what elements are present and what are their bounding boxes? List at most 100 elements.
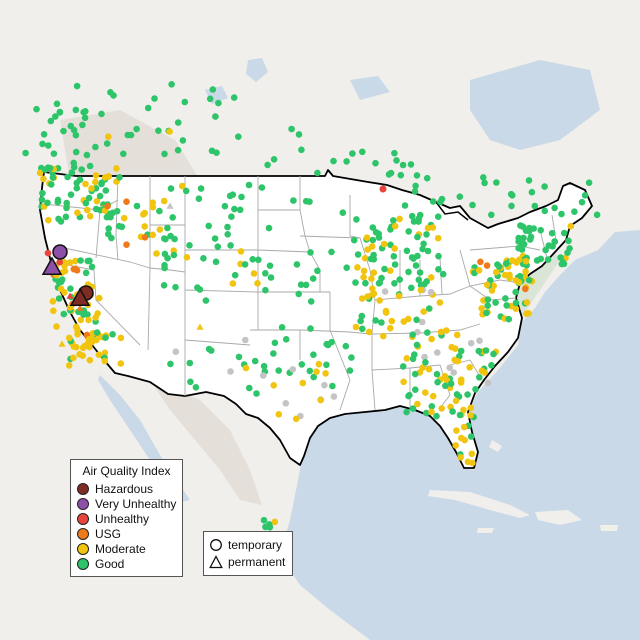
monitor-marker bbox=[528, 188, 536, 196]
monitor-marker bbox=[238, 193, 245, 201]
monitor-marker bbox=[98, 110, 105, 118]
monitor-marker bbox=[73, 184, 81, 192]
monitor-marker bbox=[399, 363, 407, 370]
monitor-marker bbox=[488, 362, 495, 369]
monitor-marker bbox=[224, 231, 231, 238]
monitor-marker bbox=[453, 331, 461, 339]
monitor-marker bbox=[57, 218, 65, 225]
monitor-marker bbox=[288, 125, 295, 133]
monitor-marker bbox=[160, 197, 168, 205]
monitor-marker bbox=[469, 459, 476, 467]
monitor-marker bbox=[141, 223, 148, 230]
monitor-marker bbox=[328, 248, 335, 256]
monitor-marker bbox=[399, 161, 407, 169]
monitor-marker bbox=[419, 245, 426, 253]
monitor-marker bbox=[420, 240, 427, 248]
monitor-marker bbox=[353, 216, 360, 223]
monitor-marker bbox=[370, 269, 378, 277]
monitor-marker bbox=[149, 231, 157, 239]
monitor-marker bbox=[102, 187, 110, 194]
monitor-marker bbox=[512, 305, 520, 313]
monitor-marker bbox=[164, 254, 171, 262]
monitor-marker bbox=[227, 242, 234, 249]
permanent-monitor-marker bbox=[166, 202, 174, 209]
monitor-marker bbox=[482, 347, 490, 354]
monitor-marker bbox=[155, 127, 162, 134]
monitor-marker bbox=[435, 252, 442, 260]
monitor-marker bbox=[375, 280, 383, 287]
monitor-marker bbox=[302, 281, 310, 289]
monitor-marker bbox=[438, 405, 446, 412]
monitor-marker bbox=[123, 241, 130, 248]
monitor-marker bbox=[364, 293, 371, 300]
monitor-marker bbox=[523, 310, 530, 318]
monitor-marker bbox=[85, 194, 93, 202]
monitor-marker bbox=[460, 406, 467, 414]
monitor-marker bbox=[262, 270, 269, 277]
monitor-marker bbox=[393, 157, 400, 164]
monitor-marker bbox=[196, 286, 204, 293]
monitor-marker bbox=[581, 192, 589, 199]
monitor-marker bbox=[86, 257, 93, 265]
monitor-marker bbox=[526, 236, 534, 243]
monitor-marker bbox=[92, 178, 99, 186]
monitor-marker bbox=[488, 211, 495, 219]
monitor-marker bbox=[515, 238, 522, 245]
monitor-marker bbox=[354, 251, 362, 258]
monitor-marker bbox=[260, 362, 268, 370]
monitor-marker bbox=[365, 328, 373, 336]
monitor-marker bbox=[79, 121, 86, 129]
monitor-marker bbox=[315, 360, 323, 368]
monitor-marker bbox=[551, 204, 558, 212]
monitor-marker bbox=[352, 323, 360, 331]
cuba bbox=[428, 490, 530, 518]
monitor-marker bbox=[82, 269, 90, 277]
monitor-marker bbox=[456, 193, 464, 200]
monitor-marker bbox=[350, 236, 358, 244]
monitor-marker bbox=[403, 355, 411, 362]
monitor-marker bbox=[544, 256, 552, 263]
monitor-type-legend: temporary permanent bbox=[203, 531, 293, 576]
monitor-marker bbox=[567, 222, 575, 230]
monitor-marker bbox=[54, 198, 62, 206]
monitor-marker bbox=[237, 248, 245, 255]
monitor-marker bbox=[322, 370, 329, 377]
aqi-legend-item-unhealthy: Unhealthy bbox=[77, 512, 149, 526]
permanent-monitor-marker bbox=[72, 264, 80, 271]
monitor-marker bbox=[571, 208, 578, 215]
monitor-marker bbox=[235, 353, 243, 361]
monitor-marker bbox=[434, 349, 441, 356]
monitor-marker bbox=[236, 206, 244, 214]
monitor-marker bbox=[405, 268, 412, 276]
monitor-marker bbox=[77, 316, 85, 324]
monitor-marker bbox=[246, 384, 253, 392]
monitor-marker bbox=[424, 224, 432, 232]
monitor-marker bbox=[282, 400, 290, 407]
monitor-marker bbox=[391, 149, 398, 157]
monitor-marker bbox=[141, 234, 149, 241]
monitor-marker bbox=[422, 389, 429, 396]
monitor-marker bbox=[508, 202, 515, 210]
monitor-marker bbox=[557, 254, 564, 261]
monitor-marker bbox=[551, 238, 558, 245]
monitor-marker bbox=[420, 308, 428, 315]
monitor-marker bbox=[103, 140, 111, 147]
monitor-marker bbox=[369, 285, 376, 293]
monitor-marker bbox=[428, 408, 435, 416]
monitor-marker bbox=[372, 317, 379, 324]
monitor-marker bbox=[537, 226, 544, 234]
monitor-marker bbox=[467, 433, 475, 440]
monitor-marker bbox=[537, 255, 545, 263]
monitor-marker bbox=[85, 316, 92, 324]
monitor-marker bbox=[362, 279, 369, 287]
aqi-legend-label: Unhealthy bbox=[95, 512, 150, 526]
usg-swatch bbox=[77, 528, 89, 540]
monitor-marker bbox=[467, 412, 474, 419]
monitor-marker bbox=[324, 341, 332, 349]
monitor-marker bbox=[310, 351, 317, 359]
monitor-marker bbox=[406, 391, 413, 399]
monitor-marker bbox=[72, 131, 80, 139]
monitor-marker bbox=[265, 224, 273, 232]
monitor-marker bbox=[156, 226, 164, 233]
monitor-marker bbox=[457, 379, 465, 386]
